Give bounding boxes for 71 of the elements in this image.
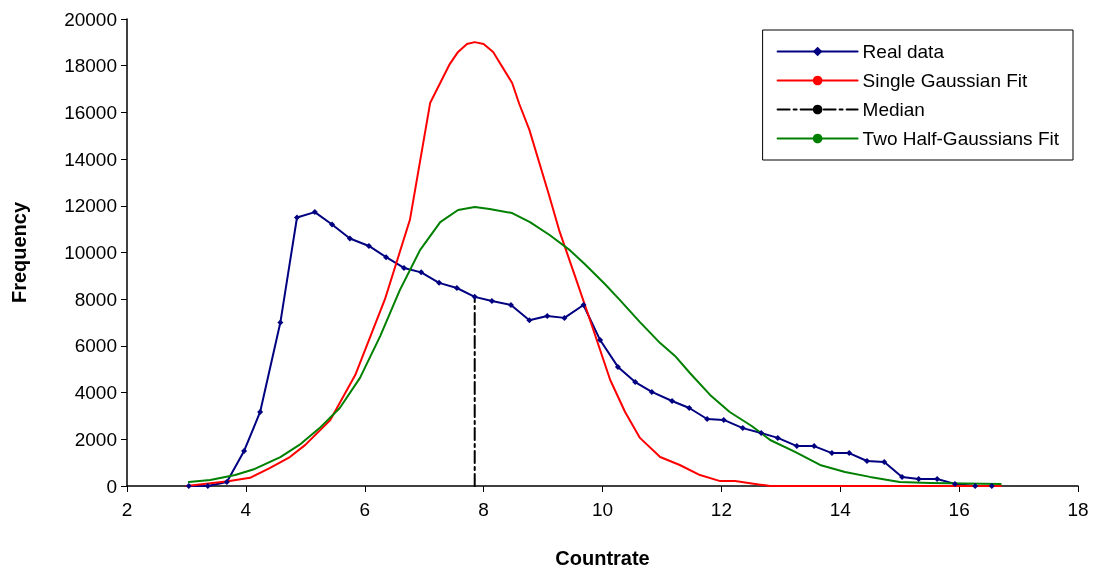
y-tick-label: 20000	[64, 8, 117, 30]
point	[793, 443, 800, 450]
point	[934, 475, 941, 482]
point	[526, 317, 533, 324]
point	[346, 235, 353, 242]
y-tick-label: 6000	[74, 335, 117, 357]
point	[329, 221, 336, 228]
point	[774, 434, 781, 441]
point	[293, 214, 300, 221]
point	[471, 293, 478, 300]
y-tick-label: 18000	[64, 55, 117, 77]
point	[951, 480, 958, 487]
x-tick-label: 4	[240, 499, 252, 520]
point	[311, 209, 318, 216]
point	[881, 458, 888, 465]
legend-label: Median	[862, 99, 925, 120]
legend-label: Real data	[862, 41, 945, 62]
point	[597, 337, 604, 344]
point	[400, 264, 407, 271]
legend-label: Two Half-Gaussians Fit	[862, 128, 1060, 149]
point	[488, 298, 495, 305]
x-tick-label: 2	[121, 499, 133, 520]
y-tick-label: 16000	[64, 101, 117, 123]
point	[257, 408, 264, 415]
point	[720, 416, 727, 423]
x-axis-title: Countrate	[555, 547, 650, 569]
point	[544, 313, 551, 320]
x-tick-label: 6	[359, 499, 371, 520]
x-tick-label: 16	[948, 499, 970, 520]
point	[758, 430, 765, 436]
point	[669, 398, 676, 405]
point	[418, 269, 425, 276]
point	[365, 242, 372, 249]
point	[383, 254, 390, 261]
point	[632, 379, 639, 386]
y-tick-label: 8000	[74, 288, 117, 310]
y-tick-label: 4000	[74, 382, 117, 404]
point	[561, 314, 568, 321]
point	[988, 483, 995, 489]
point	[507, 302, 514, 309]
point	[277, 319, 284, 326]
point	[828, 450, 835, 457]
point	[864, 458, 870, 465]
y-tick-label: 10000	[64, 242, 117, 263]
x-tick-label: 10	[591, 499, 614, 520]
x-tick-label: 8	[478, 499, 489, 520]
point	[453, 284, 460, 291]
x-tick-label: 12	[710, 499, 732, 520]
y-tick-label: 0	[106, 475, 117, 497]
point	[436, 279, 443, 286]
point	[614, 363, 621, 370]
y-tick-label: 14000	[64, 148, 117, 170]
point	[223, 479, 230, 486]
y-tick-label: 12000	[64, 195, 117, 217]
point	[899, 473, 906, 480]
y-tick-label: 2000	[74, 428, 117, 450]
point	[811, 443, 818, 450]
legend-label: Single Gaussian Fit	[862, 70, 1029, 91]
point	[972, 483, 979, 489]
point	[846, 450, 853, 457]
point	[648, 388, 655, 395]
point	[185, 483, 192, 489]
y-axis-title: Frequency	[8, 201, 30, 304]
point	[580, 302, 587, 309]
point	[704, 415, 711, 422]
point	[739, 425, 746, 432]
point	[686, 405, 693, 412]
x-tick-label: 18	[1067, 499, 1089, 520]
point	[241, 447, 248, 454]
point	[915, 475, 922, 482]
x-tick-label: 14	[829, 499, 852, 520]
